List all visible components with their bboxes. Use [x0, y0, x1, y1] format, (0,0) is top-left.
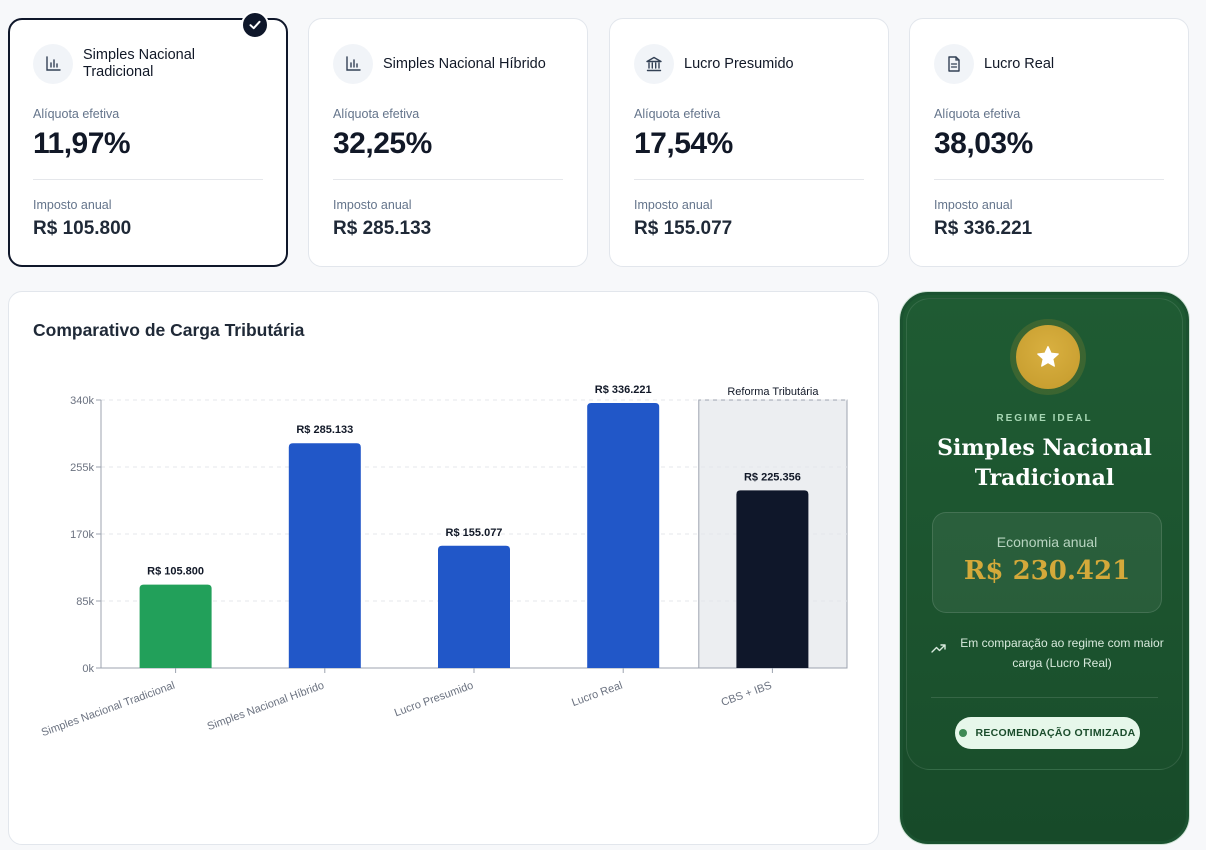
regime-card-simples-hibrido[interactable]: Simples Nacional Híbrido Alíquota efetiv…: [308, 18, 588, 267]
chart-title: Comparativo de Carga Tributária: [33, 320, 305, 340]
rate-value: 38,03%: [934, 127, 1033, 160]
comparison-note: Em comparação ao regime com maior carga …: [931, 633, 1171, 673]
regime-card-lucro-presumido[interactable]: Lucro Presumido Alíquota efetiva 17,54% …: [609, 18, 889, 267]
tax-label: Imposto anual: [333, 198, 412, 212]
bar-chart-icon: [333, 44, 373, 84]
data-label: R$ 336.221: [595, 384, 652, 396]
bank-icon: [634, 44, 674, 84]
tax-value: R$ 285.133: [333, 218, 432, 239]
status-dot-icon: [959, 729, 968, 737]
divider: [934, 179, 1164, 180]
y-tick-label: 340k: [70, 395, 94, 407]
data-label: R$ 225.356: [744, 471, 801, 483]
rate-value: 17,54%: [634, 127, 733, 160]
recommendation-label: RECOMENDAÇÃO OTIMIZADA: [975, 727, 1136, 739]
highlight-region-label: Reforma Tributária: [727, 386, 819, 398]
tax-label: Imposto anual: [634, 198, 713, 212]
divider: [634, 179, 864, 180]
card-title: Lucro Real: [984, 55, 1055, 72]
tax-value: R$ 155.077: [634, 218, 733, 239]
rate-value: 32,25%: [333, 127, 432, 160]
rate-label: Alíquota efetiva: [934, 107, 1021, 121]
x-tick-label: CBS + IBS: [720, 680, 774, 709]
ideal-regime-name-line2: Tradicional: [974, 465, 1115, 491]
x-tick-label: Simples Nacional Híbrido: [206, 680, 326, 734]
y-tick-label: 170k: [70, 529, 94, 541]
ideal-regime-panel: REGIME IDEAL Simples Nacional Tradiciona…: [900, 292, 1189, 844]
card-title: Simples Nacional Tradicional: [83, 47, 196, 80]
tax-value: R$ 105.800: [33, 218, 132, 239]
ideal-regime-name: Simples Nacional Tradicional: [917, 433, 1172, 493]
regime-card-simples-tradicional[interactable]: Simples Nacional Tradicional Alíquota ef…: [8, 11, 288, 267]
y-tick-label: 85k: [76, 596, 94, 608]
data-label: R$ 105.800: [147, 566, 204, 578]
tax-label: Imposto anual: [934, 198, 1013, 212]
tax-label: Imposto anual: [33, 198, 112, 212]
tax-comparison-chart: Reforma Tributária 0k 85k 170k 255k 340k R$ 10…: [40, 384, 848, 740]
tax-comparison-chart-card: Comparativo de Carga Tributária Reforma …: [8, 291, 879, 845]
bar: [736, 490, 809, 668]
x-tick-label: Lucro Presumido: [393, 680, 475, 720]
comparison-text: Em comparação ao regime com maior carga …: [960, 636, 1164, 670]
card-title: Lucro Presumido: [684, 55, 794, 72]
rate-label: Alíquota efetiva: [333, 107, 420, 121]
y-tick-label: 255k: [70, 462, 94, 474]
card-title: Simples Nacional Híbrido: [383, 55, 546, 72]
divider: [333, 179, 563, 180]
rate-label: Alíquota efetiva: [33, 107, 120, 121]
bar: [288, 443, 361, 668]
divider: [931, 697, 1158, 698]
savings-box: Economia anual R$ 230.421: [932, 512, 1162, 613]
bar: [587, 402, 660, 668]
x-tick-label: Simples Nacional Tradicional: [40, 680, 177, 740]
bar-chart-icon: [33, 44, 73, 84]
savings-label: Economia anual: [996, 534, 1098, 550]
document-icon: [934, 44, 974, 84]
savings-value: R$ 230.421: [963, 556, 1131, 586]
bar: [139, 584, 212, 668]
data-label: R$ 285.133: [296, 424, 353, 436]
regime-card-lucro-real[interactable]: Lucro Real Alíquota efetiva 38,03% Impos…: [909, 18, 1189, 267]
recommendation-badge: RECOMENDAÇÃO OTIMIZADA: [955, 717, 1140, 749]
ideal-regime-name-line1: Simples Nacional: [937, 435, 1152, 461]
rate-value: 11,97%: [33, 127, 131, 160]
y-tick-label: 0k: [82, 663, 94, 675]
data-label: R$ 155.077: [446, 527, 503, 539]
bar: [438, 545, 510, 668]
tax-value: R$ 336.221: [934, 218, 1033, 239]
ideal-regime-inner: REGIME IDEAL Simples Nacional Tradiciona…: [906, 298, 1183, 770]
divider: [33, 179, 263, 180]
x-tick-label: Lucro Real: [570, 680, 624, 709]
star-icon: [1016, 325, 1080, 389]
rate-label: Alíquota efetiva: [634, 107, 721, 121]
trending-up-icon: [931, 641, 947, 659]
check-icon: [241, 11, 269, 39]
ideal-regime-label: REGIME IDEAL: [996, 413, 1093, 424]
